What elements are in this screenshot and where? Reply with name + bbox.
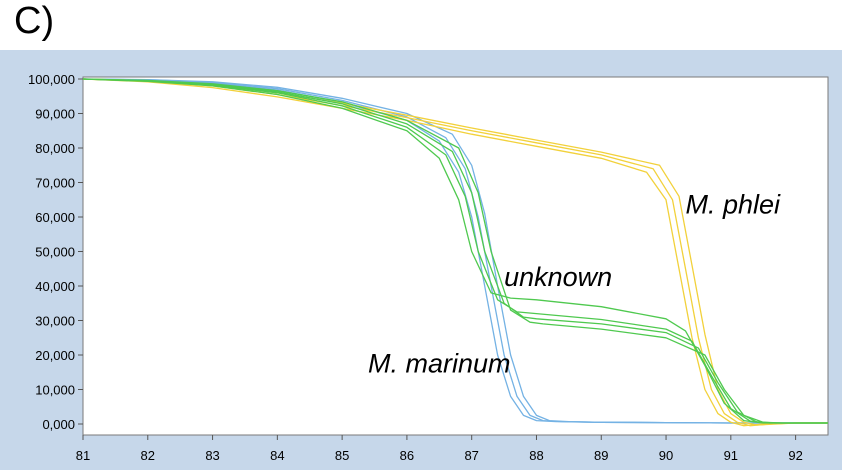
series-line-blue-2 xyxy=(82,78,828,424)
y-tick-label: 100,000 xyxy=(28,72,75,87)
x-tick-label: 85 xyxy=(335,448,349,463)
chart-frame: 0,000 10,000 20,000 30,000 40,000 50,000 60,00… xyxy=(0,50,842,470)
melt-curve-chart: 0,000 10,000 20,000 30,000 40,000 50,000 60,00… xyxy=(28,72,829,463)
series-line-green-8 xyxy=(82,78,828,424)
y-tick-label: 70,000 xyxy=(35,176,75,191)
x-tick-label: 81 xyxy=(76,448,90,463)
y-tick-label: 80,000 xyxy=(35,141,75,156)
y-tick-label: 60,000 xyxy=(35,210,75,225)
x-tick-label: 87 xyxy=(464,448,478,463)
x-tick-label: 84 xyxy=(270,448,284,463)
plot-area xyxy=(82,76,829,436)
x-tick-label: 86 xyxy=(400,448,414,463)
y-tick-label: 10,000 xyxy=(35,383,75,398)
y-tick-label: 90,000 xyxy=(35,107,75,122)
x-axis: 81 82 83 84 85 86 87 88 89 90 91 92 xyxy=(76,435,803,463)
panel-label: C) xyxy=(14,0,55,42)
annotation-layer: M. phlei unknown M. marinum xyxy=(368,190,781,379)
x-tick-label: 82 xyxy=(141,448,155,463)
x-tick-label: 92 xyxy=(788,448,802,463)
annotation-label: M. phlei xyxy=(685,190,781,220)
series-line-green-9 xyxy=(82,78,828,424)
y-tick-label: 30,000 xyxy=(35,314,75,329)
y-tick-label: 40,000 xyxy=(35,279,75,294)
y-tick-label: 50,000 xyxy=(35,245,75,260)
x-tick-label: 88 xyxy=(529,448,543,463)
annotation-label: unknown xyxy=(504,262,612,292)
x-tick-label: 89 xyxy=(594,448,608,463)
series-line-green-6 xyxy=(82,78,828,424)
x-tick-label: 83 xyxy=(205,448,219,463)
x-tick-label: 90 xyxy=(659,448,673,463)
series-line-yellow-3 xyxy=(82,78,828,427)
y-tick-label: 20,000 xyxy=(35,348,75,363)
y-axis: 0,000 10,000 20,000 30,000 40,000 50,000 60,00… xyxy=(28,72,83,432)
series-layer xyxy=(82,78,828,427)
y-tick-label: 0,000 xyxy=(42,417,75,432)
x-tick-label: 91 xyxy=(724,448,738,463)
annotation-label: M. marinum xyxy=(368,348,511,378)
